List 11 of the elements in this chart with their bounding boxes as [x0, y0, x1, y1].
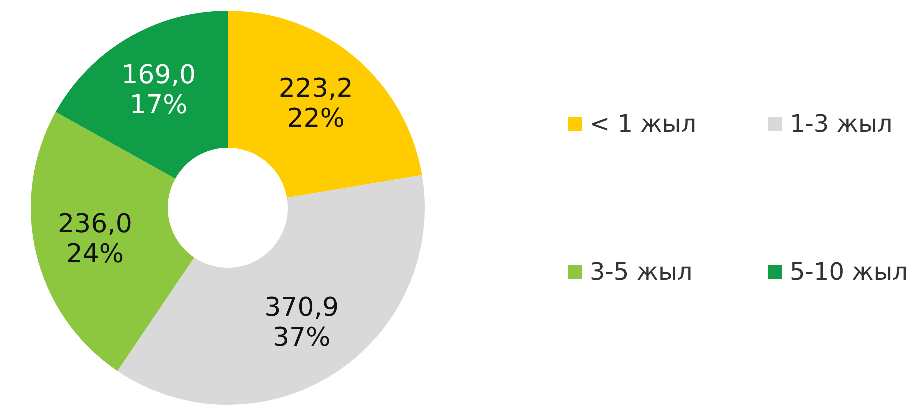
legend-label: 5-10 жыл [790, 258, 908, 286]
donut-slice [228, 11, 422, 198]
data-label: 169,0 17% [122, 60, 196, 120]
donut-slice [56, 11, 228, 179]
donut-slice [31, 112, 194, 372]
data-label: 223,2 22% [278, 74, 354, 134]
legend-label: 1-3 жыл [790, 110, 893, 138]
data-label: 236,0 24% [58, 210, 132, 270]
data-label: 370,9 37% [264, 292, 340, 353]
legend-label: 3-5 жыл [590, 258, 693, 286]
legend-label: < 1 жыл [590, 110, 697, 138]
